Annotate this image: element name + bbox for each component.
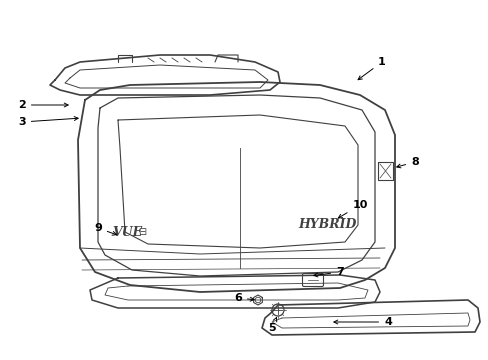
Text: 1: 1 [357,57,385,80]
Text: 9: 9 [94,223,116,235]
Text: 2: 2 [18,100,68,110]
Text: 10: 10 [338,200,367,218]
Text: 5: 5 [267,318,276,333]
Text: 3: 3 [18,117,78,127]
Text: ⊟: ⊟ [138,227,146,237]
Text: 6: 6 [234,293,254,303]
Text: VUE: VUE [112,225,142,238]
Text: 4: 4 [333,317,391,327]
Text: 7: 7 [313,267,343,277]
Text: 8: 8 [396,157,418,168]
Text: HYBRID: HYBRID [297,219,356,231]
